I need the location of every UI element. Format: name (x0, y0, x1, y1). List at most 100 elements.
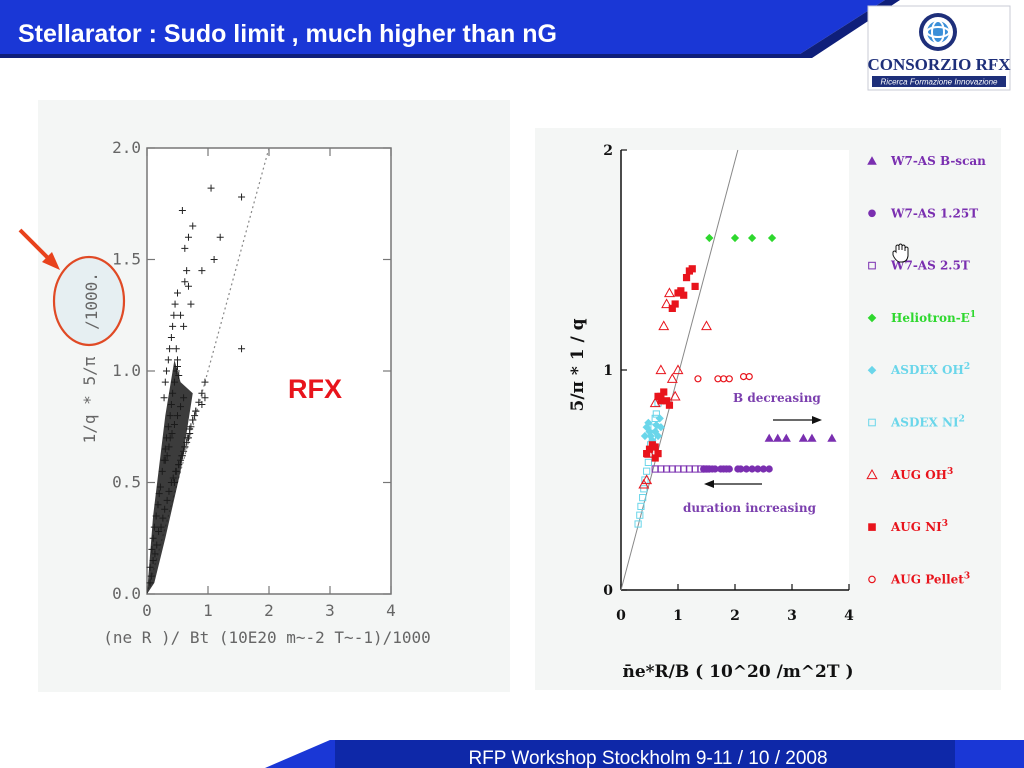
right-chart: 0 1 2 3 4 0 1 2 5/π * 1 / q n̄e*R/B ( 10^20 /m^… (535, 128, 1001, 690)
legend-label-aug-oh: AUG OH3 (890, 467, 953, 482)
data-point-aug-ni (688, 265, 696, 273)
data-point-aug-ni (645, 445, 654, 453)
left-data-point (207, 184, 215, 192)
left-data-point (172, 345, 180, 353)
data-point-w7-as-b-scan (773, 433, 783, 442)
left-chart-y-axis-label-suffix: /1000. (82, 272, 101, 330)
data-point-aug-oh (672, 364, 684, 375)
annotation-b-decreasing: B decreasing (733, 391, 821, 405)
left-x-tick-label: 0 (142, 601, 152, 620)
data-point-w7-as-2-5t (702, 465, 711, 473)
legend-marker-w7-as-1-25t (868, 209, 876, 218)
left-data-point (189, 416, 197, 424)
left-limit-line (146, 147, 270, 595)
data-point-aug-ni (665, 401, 674, 409)
data-point-asdex-oh (645, 427, 654, 436)
data-point-aug-ni (657, 397, 665, 405)
right-x-tick-label: 0 (616, 608, 626, 624)
right-chart-plot-area (621, 150, 849, 590)
data-point-w7-as-1-25t (754, 465, 762, 473)
data-point-w7-as-2-5t (685, 465, 693, 473)
data-point-asdex-ni (648, 432, 656, 440)
data-point-w7-as-2-5t (651, 465, 659, 473)
data-point-w7-as-1-25t (711, 465, 719, 473)
left-chart-plot-frame (146, 147, 392, 595)
data-point-aug-oh (641, 474, 653, 485)
data-point-asdex-oh (655, 414, 664, 423)
data-point-w7-as-1-25t (742, 465, 751, 473)
legend-marker-asdex-oh (867, 365, 877, 375)
left-data-point (198, 389, 206, 397)
data-point-w7-as-2-5t (691, 465, 699, 473)
data-point-asdex-oh (648, 436, 657, 445)
left-data-point (216, 233, 224, 241)
data-point-asdex-ni (643, 467, 651, 475)
annotation-duration-increasing: duration increasing (683, 501, 817, 515)
data-point-aug-ni (682, 274, 691, 282)
data-point-w7-as-2-5t (680, 465, 688, 473)
data-point-aug-pellet (745, 373, 753, 381)
left-data-point (201, 378, 209, 386)
legend-superscript: 3 (964, 571, 970, 581)
data-point-w7-as-b-scan (781, 433, 791, 442)
left-data-cluster (147, 359, 193, 594)
left-x-tick-label: 1 (203, 601, 213, 620)
data-point-aug-oh (658, 320, 670, 331)
left-data-point (187, 300, 195, 308)
data-point-aug-pellet (725, 375, 733, 383)
right-arrow-icon (773, 416, 822, 424)
legend-marker-aug-ni (868, 523, 876, 531)
left-x-tick-label: 4 (386, 601, 396, 620)
data-point-aug-ni (668, 304, 676, 312)
left-data-point (184, 282, 192, 290)
left-data-point (161, 378, 169, 386)
data-point-aug-ni (654, 450, 662, 458)
left-y-tick-label: 2.0 (112, 138, 141, 157)
legend-marker-heliotron-e (867, 313, 877, 323)
legend-label-heliotron-e: Heliotron-E1 (891, 310, 976, 325)
data-point-aug-ni (691, 282, 699, 290)
legend-marker-asdex-ni (868, 418, 876, 427)
left-data-point (178, 206, 186, 214)
right-y-tick-label: 1 (603, 363, 613, 379)
right-limit-line (620, 149, 739, 591)
right-chart-limit-line (620, 149, 739, 591)
data-point-asdex-ni (634, 520, 642, 528)
data-point-asdex-ni (652, 410, 660, 418)
right-x-tick-label: 1 (673, 608, 683, 624)
data-point-heliotron-e (705, 233, 714, 243)
header-banner-shape (0, 0, 885, 54)
left-data-point (198, 400, 206, 408)
legend-label-w7-as-2-5t: W7-AS 2.5T (890, 259, 970, 273)
data-point-w7-as-b-scan (807, 433, 817, 442)
data-point-aug-ni (663, 397, 671, 405)
data-point-aug-oh (666, 373, 678, 383)
left-chart-ticks: 0 1 2 3 4 0.0 0.5 1.0 1.5 2.0 (112, 138, 396, 620)
data-point-asdex-ni (644, 458, 652, 466)
right-x-tick-label: 2 (730, 608, 740, 624)
data-point-aug-ni (651, 443, 659, 451)
legend-label-w7-as-b-scan: W7-AS B-scan (890, 154, 986, 168)
legend-superscript: 2 (959, 415, 965, 425)
left-data-point (171, 300, 179, 308)
data-point-asdex-oh (653, 431, 663, 441)
left-data-point (238, 193, 246, 201)
left-data-point (210, 256, 218, 263)
left-data-point (189, 222, 197, 230)
right-chart-y-axis-label: 5/π * 1 / q (568, 318, 588, 411)
left-data-point (164, 356, 172, 364)
data-point-asdex-ni (651, 414, 659, 422)
legend-label-asdex-oh: ASDEX OH2 (890, 362, 970, 377)
data-point-w7-as-2-5t (674, 465, 682, 473)
data-point-aug-ni (677, 287, 685, 295)
data-point-asdex-oh (640, 431, 650, 441)
legend-label-aug-pellet: AUG Pellet3 (890, 571, 970, 586)
rfx-label: RFX (288, 374, 342, 404)
right-chart-x-axis-label: n̄e*R/B ( 10^20 /m^2T ) (622, 662, 853, 682)
logo-tagline-bar (872, 76, 1006, 87)
right-y-tick-label: 0 (603, 583, 613, 599)
data-point-aug-oh (661, 298, 673, 309)
left-data-point (201, 394, 209, 402)
data-point-aug-oh (655, 364, 667, 375)
right-chart-points (634, 233, 837, 528)
